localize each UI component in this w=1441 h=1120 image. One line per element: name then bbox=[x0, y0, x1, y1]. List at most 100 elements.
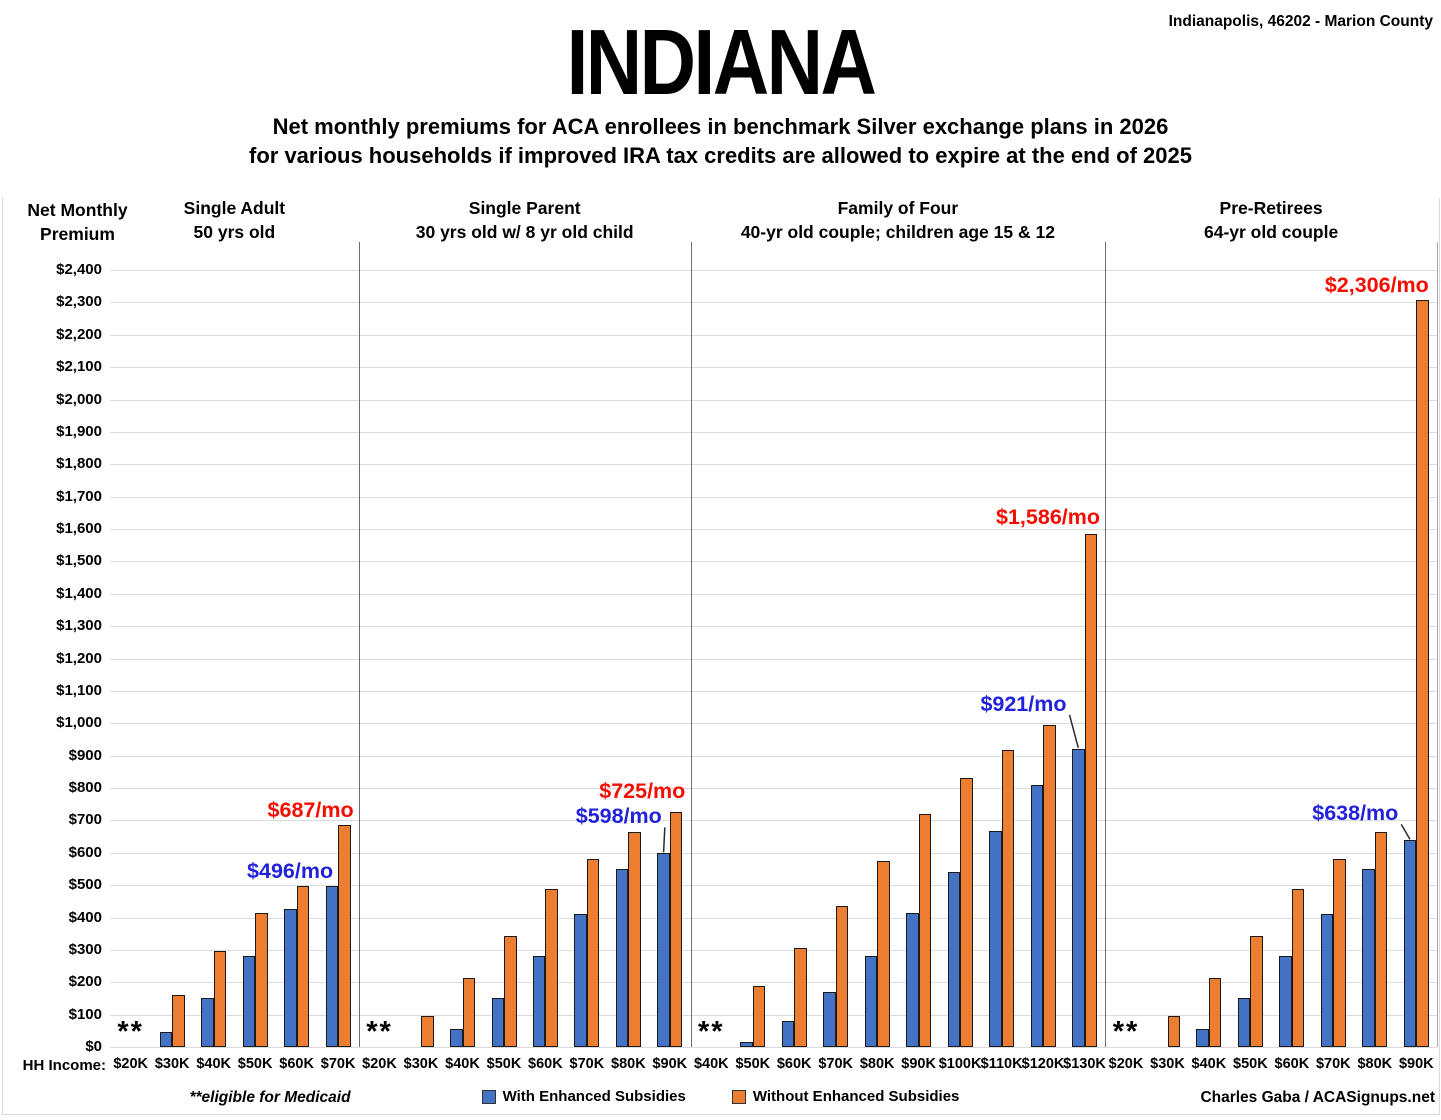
bar-without-enhanced bbox=[255, 912, 268, 1047]
x-tick-label: $50K bbox=[486, 1056, 522, 1072]
bar-without-enhanced bbox=[835, 906, 849, 1047]
group-header-line-2: 64-yr old couple bbox=[1203, 221, 1339, 242]
bar-without-enhanced bbox=[960, 778, 973, 1047]
bar-without-enhanced bbox=[1333, 858, 1346, 1047]
grid-line bbox=[110, 270, 1437, 271]
bar-with-enhanced bbox=[1237, 998, 1251, 1047]
bar-value-annotation: $725/mo bbox=[599, 779, 686, 804]
grid-line bbox=[110, 1047, 1437, 1048]
grid-line bbox=[110, 723, 1437, 725]
x-tick-label: $30K bbox=[154, 1056, 190, 1072]
legend-swatch-orange bbox=[731, 1089, 746, 1104]
bar-with-enhanced bbox=[1403, 840, 1417, 1047]
grid-line bbox=[110, 788, 1437, 789]
x-tick-label: $60K bbox=[1274, 1056, 1310, 1072]
grid-line bbox=[110, 367, 1437, 369]
y-tick-label: $2,300 bbox=[56, 293, 102, 311]
y-tick-label: $1,700 bbox=[56, 487, 102, 505]
group-header: Single Parent 30 yrs old w/ 8 yr old chil… bbox=[325, 197, 725, 244]
y-axis-title: Net Monthly Premium bbox=[0, 199, 155, 246]
bar-with-enhanced bbox=[1320, 914, 1334, 1047]
y-tick-label: $100 bbox=[68, 1005, 102, 1023]
x-tick-label: $40K bbox=[1191, 1056, 1227, 1072]
subtitle-line-2: for various households if improved IRA t… bbox=[249, 143, 1192, 168]
legend-label-with-enhanced: With Enhanced Subsidies bbox=[502, 1088, 686, 1105]
grid-line bbox=[110, 561, 1437, 563]
bar-without-enhanced bbox=[462, 978, 475, 1047]
bar-without-enhanced bbox=[213, 951, 227, 1047]
x-tick-label: $70K bbox=[569, 1056, 605, 1072]
group-header: Pre-Retirees 64-yr old couple bbox=[1071, 197, 1441, 244]
bar-with-enhanced bbox=[201, 997, 214, 1047]
x-tick-label: $90K bbox=[901, 1056, 936, 1072]
y-tick-label: $2,400 bbox=[56, 261, 102, 278]
y-tick-label: $2,100 bbox=[56, 358, 102, 376]
bar-without-enhanced bbox=[1291, 889, 1305, 1047]
x-tick-label: $90K bbox=[1398, 1056, 1434, 1072]
y-tick-label: $1,200 bbox=[56, 649, 102, 667]
bar-with-enhanced bbox=[450, 1028, 463, 1047]
x-tick-label: $50K bbox=[237, 1056, 273, 1072]
grid-line bbox=[110, 529, 1437, 530]
grid-line bbox=[110, 302, 1437, 304]
x-tick-label: $20K bbox=[1108, 1056, 1144, 1072]
y-tick-label: $1,600 bbox=[56, 520, 102, 537]
bar-value-annotation: $687/mo bbox=[267, 797, 354, 822]
x-tick-label: $20K bbox=[113, 1056, 149, 1072]
bar-with-enhanced bbox=[864, 956, 878, 1047]
x-tick-label: $40K bbox=[196, 1056, 232, 1072]
x-tick-label: $20K bbox=[362, 1056, 397, 1072]
bar-without-enhanced bbox=[877, 861, 890, 1047]
bar-with-enhanced bbox=[325, 886, 339, 1047]
y-tick-label: $1,900 bbox=[56, 422, 102, 440]
x-tick-label: $40K bbox=[693, 1056, 729, 1072]
plot-border bbox=[2, 198, 1440, 1115]
grid-line bbox=[110, 593, 1437, 595]
legend-label-without-enhanced: Without Enhanced Subsidies bbox=[752, 1088, 960, 1105]
bar-without-enhanced bbox=[1416, 300, 1429, 1047]
grid-line bbox=[110, 982, 1437, 984]
bar-without-enhanced bbox=[1250, 936, 1263, 1047]
x-tick-label: $120K bbox=[1021, 1056, 1065, 1072]
x-tick-label: $50K bbox=[1233, 1056, 1268, 1072]
bar-with-enhanced bbox=[989, 830, 1002, 1047]
grid-line bbox=[110, 755, 1437, 757]
bar-value-annotation: $921/mo bbox=[980, 691, 1067, 716]
group-header: Family of Four 40-yr old couple; children… bbox=[698, 197, 1098, 244]
y-tick-label: $1,500 bbox=[56, 552, 102, 570]
bar-with-enhanced bbox=[1279, 956, 1292, 1047]
grid-line bbox=[110, 1014, 1437, 1016]
bar-without-enhanced bbox=[752, 985, 766, 1047]
bar-value-annotation: $638/mo bbox=[1312, 801, 1399, 826]
x-tick-label: $60K bbox=[279, 1056, 314, 1072]
bar-with-enhanced bbox=[657, 853, 670, 1047]
x-tick-label: $40K bbox=[445, 1056, 480, 1072]
legend-swatch-blue bbox=[481, 1089, 496, 1104]
subtitle-line-1: Net monthly premiums for ACA enrollees i… bbox=[272, 114, 1169, 139]
y-tick-label: $700 bbox=[68, 811, 102, 829]
x-axis-title: HH Income: bbox=[22, 1057, 106, 1074]
x-tick-label: $100K bbox=[938, 1056, 982, 1072]
y-tick-label: $500 bbox=[68, 876, 102, 894]
x-tick-label: $30K bbox=[403, 1056, 439, 1072]
group-header-line-1: Family of Four bbox=[837, 198, 959, 218]
bar-with-enhanced bbox=[1072, 748, 1085, 1047]
bar-without-enhanced bbox=[172, 994, 185, 1047]
y-axis-title-line-2: Premium bbox=[40, 223, 115, 244]
grid-line bbox=[110, 658, 1437, 660]
x-tick-label: $70K bbox=[320, 1056, 356, 1072]
bar-without-enhanced bbox=[504, 936, 517, 1047]
bar-with-enhanced bbox=[574, 914, 587, 1047]
bar-without-enhanced bbox=[794, 947, 807, 1047]
grid-line bbox=[110, 917, 1437, 919]
bar-value-annotation: $496/mo bbox=[247, 859, 334, 884]
y-tick-label: $800 bbox=[68, 779, 102, 796]
x-tick-label: $80K bbox=[859, 1056, 895, 1072]
group-separator bbox=[1105, 242, 1107, 1047]
bar-without-enhanced bbox=[1208, 978, 1222, 1047]
y-tick-label: $0 bbox=[85, 1038, 102, 1055]
bar-with-enhanced bbox=[1030, 784, 1043, 1047]
credit-attribution: Charles Gaba / ACASignups.net bbox=[1200, 1089, 1435, 1106]
x-tick-label: $130K bbox=[1063, 1056, 1106, 1072]
bar-with-enhanced bbox=[1362, 869, 1375, 1047]
